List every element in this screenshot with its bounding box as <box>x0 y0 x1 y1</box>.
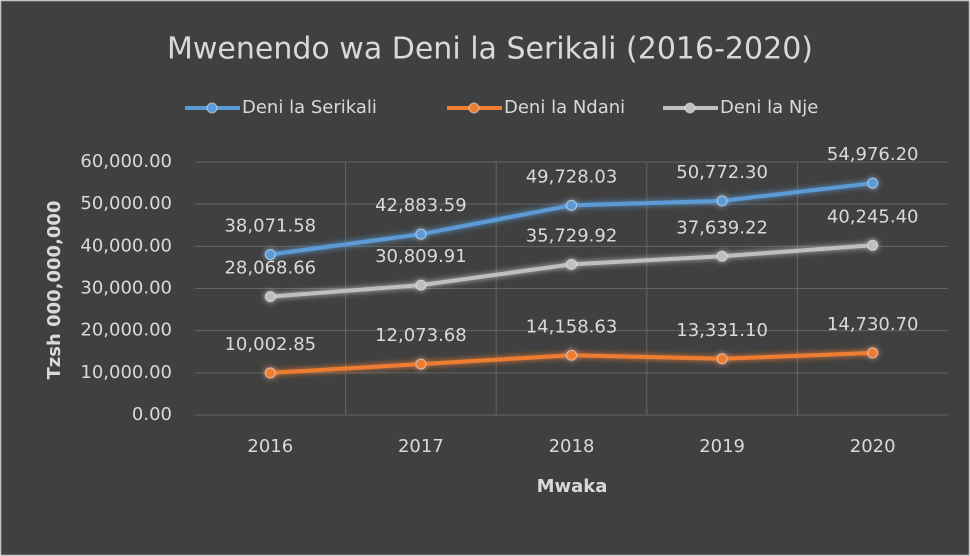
series <box>264 177 879 260</box>
y-tick-label: 30,000.00 <box>80 278 172 299</box>
data-point <box>716 353 728 365</box>
x-axis-title: Mwaka <box>537 476 608 497</box>
data-label: 38,071.58 <box>224 215 316 236</box>
data-point <box>867 177 879 189</box>
legend-label: Deni la Nje <box>720 97 818 118</box>
data-label: 10,002.85 <box>224 334 316 355</box>
data-label: 35,729.92 <box>526 225 618 246</box>
data-label: 54,976.20 <box>827 144 919 165</box>
y-tick-label: 0.00 <box>132 404 172 425</box>
data-label: 49,728.03 <box>526 166 618 187</box>
y-tick-label: 60,000.00 <box>80 151 172 172</box>
data-label: 14,730.70 <box>827 314 919 335</box>
series <box>264 347 879 379</box>
data-point <box>566 199 577 211</box>
data-point <box>566 349 577 361</box>
y-tick-label: 10,000.00 <box>80 362 172 383</box>
data-point <box>716 250 728 262</box>
data-label: 50,772.30 <box>676 162 768 183</box>
chart-title: Mwenendo wa Deni la Serikali (2016-2020) <box>167 32 813 67</box>
y-tick-label: 50,000.00 <box>80 193 172 214</box>
data-point <box>566 258 577 270</box>
x-tick-label: 2017 <box>398 436 444 457</box>
legend-label: Deni la Serikali <box>242 97 377 118</box>
data-label: 28,068.66 <box>224 258 316 279</box>
data-point <box>264 248 276 260</box>
y-axis-title: Tzsh 000,000,000 <box>44 201 65 380</box>
x-tick-label: 2019 <box>699 436 745 457</box>
y-tick-label: 40,000.00 <box>80 235 172 256</box>
data-label: 14,158.63 <box>526 316 618 337</box>
legend-marker <box>468 102 480 114</box>
data-point <box>264 291 276 303</box>
legend-marker <box>206 102 218 114</box>
legend-marker <box>684 102 696 114</box>
data-point <box>415 228 427 240</box>
data-label: 30,809.91 <box>375 246 467 267</box>
legend-label: Deni la Ndani <box>504 97 625 118</box>
data-point <box>415 358 427 370</box>
data-label: 12,073.68 <box>375 325 467 346</box>
x-tick-label: 2020 <box>850 436 896 457</box>
data-label: 40,245.40 <box>827 206 919 227</box>
data-point <box>716 195 728 207</box>
data-label: 37,639.22 <box>676 217 768 238</box>
x-tick-label: 2018 <box>549 436 595 457</box>
x-tick-label: 2016 <box>247 436 293 457</box>
y-tick-label: 20,000.00 <box>80 320 172 341</box>
data-label: 13,331.10 <box>676 320 768 341</box>
data-label: 42,883.59 <box>375 195 467 216</box>
data-point <box>867 347 879 359</box>
data-point <box>867 239 879 251</box>
series <box>264 239 879 303</box>
data-point <box>415 279 427 291</box>
data-point <box>264 367 276 379</box>
